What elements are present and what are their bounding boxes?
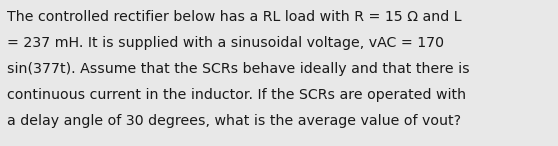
Text: The controlled rectifier below has a RL load with R = 15 Ω and L: The controlled rectifier below has a RL …: [7, 10, 462, 24]
Text: continuous current in the inductor. If the SCRs are operated with: continuous current in the inductor. If t…: [7, 88, 466, 102]
Text: = 237 mH. It is supplied with a sinusoidal voltage, vAC = 170: = 237 mH. It is supplied with a sinusoid…: [7, 36, 444, 50]
Text: sin(377t). Assume that the SCRs behave ideally and that there is: sin(377t). Assume that the SCRs behave i…: [7, 62, 470, 76]
Text: a delay angle of 30 degrees, what is the average value of vout?: a delay angle of 30 degrees, what is the…: [7, 114, 461, 128]
